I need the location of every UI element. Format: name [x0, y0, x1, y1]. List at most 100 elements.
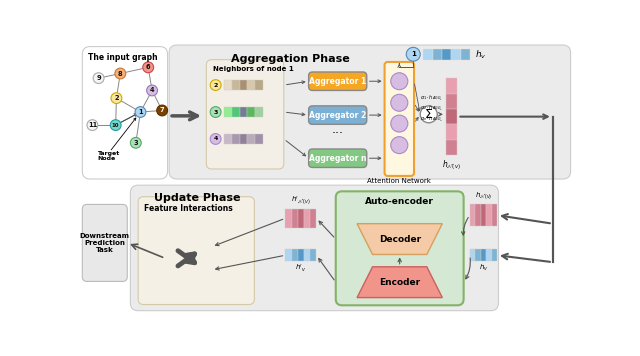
Bar	[298, 209, 304, 227]
Bar	[248, 107, 255, 117]
Bar	[433, 49, 442, 60]
Bar	[446, 78, 458, 94]
FancyBboxPatch shape	[308, 149, 367, 167]
Text: Feature Interactions: Feature Interactions	[145, 204, 233, 213]
Bar	[285, 209, 292, 227]
Text: $h_v$: $h_v$	[476, 48, 487, 61]
Text: $h'_{\mathcal{N}(v)}$: $h'_{\mathcal{N}(v)}$	[291, 194, 310, 206]
Bar	[232, 134, 239, 145]
Bar	[255, 134, 263, 145]
Bar	[239, 107, 248, 117]
Text: Aggregation Phase: Aggregation Phase	[231, 53, 350, 63]
Text: $h_v$: $h_v$	[479, 263, 488, 273]
Text: 7: 7	[160, 108, 164, 114]
Text: Aggregator n: Aggregator n	[309, 154, 367, 163]
Text: Aggregator 1: Aggregator 1	[309, 77, 366, 86]
Bar	[481, 204, 486, 226]
Bar	[292, 249, 298, 261]
Bar	[470, 249, 476, 261]
Text: 11: 11	[88, 122, 97, 128]
Circle shape	[157, 105, 168, 116]
Circle shape	[391, 94, 408, 111]
Circle shape	[143, 62, 154, 73]
Text: 8: 8	[118, 70, 123, 77]
Bar	[310, 249, 316, 261]
Bar	[239, 80, 248, 90]
Bar	[486, 204, 492, 226]
Text: 2: 2	[114, 95, 119, 101]
Bar	[476, 204, 481, 226]
Text: ...: ...	[332, 123, 344, 136]
FancyBboxPatch shape	[83, 47, 168, 179]
Bar	[310, 209, 316, 227]
FancyBboxPatch shape	[206, 60, 284, 169]
Text: 6: 6	[146, 64, 150, 70]
Text: 4: 4	[150, 88, 154, 94]
Polygon shape	[357, 267, 442, 298]
Bar	[446, 124, 458, 140]
Text: Auto-encoder: Auto-encoder	[365, 198, 434, 206]
Text: 9: 9	[96, 75, 101, 81]
Circle shape	[115, 68, 125, 79]
Bar	[492, 204, 497, 226]
Text: $\alpha_2 \cdot h_{AGG_2}$: $\alpha_2 \cdot h_{AGG_2}$	[420, 104, 444, 113]
Text: Aggregator 2: Aggregator 2	[309, 111, 366, 120]
Text: 1: 1	[138, 109, 143, 115]
Text: Downstream
Prediction
Task: Downstream Prediction Task	[80, 233, 130, 253]
FancyBboxPatch shape	[308, 106, 367, 124]
Text: Update Phase: Update Phase	[154, 193, 240, 203]
Circle shape	[391, 73, 408, 90]
Bar	[423, 49, 433, 60]
FancyBboxPatch shape	[131, 185, 499, 311]
Text: $h_{\mathcal{N}(v)}$: $h_{\mathcal{N}(v)}$	[475, 190, 492, 201]
FancyBboxPatch shape	[385, 62, 414, 176]
Circle shape	[391, 115, 408, 132]
FancyBboxPatch shape	[83, 204, 127, 282]
Bar	[442, 49, 451, 60]
Bar	[446, 109, 458, 124]
Text: 10: 10	[112, 122, 120, 127]
Circle shape	[391, 137, 408, 153]
Circle shape	[93, 73, 104, 84]
Circle shape	[147, 85, 157, 96]
Circle shape	[210, 134, 221, 145]
Bar	[481, 249, 486, 261]
Bar	[292, 209, 298, 227]
Bar	[486, 249, 492, 261]
Bar	[461, 49, 470, 60]
Bar	[285, 249, 292, 261]
FancyBboxPatch shape	[169, 45, 571, 179]
Text: Neighbors of node 1: Neighbors of node 1	[213, 66, 294, 72]
Polygon shape	[357, 224, 442, 255]
Text: Decoder: Decoder	[379, 235, 420, 244]
Text: The input graph: The input graph	[88, 53, 157, 62]
Bar	[239, 134, 248, 145]
Text: 1: 1	[411, 51, 416, 57]
Text: Σ: Σ	[425, 108, 433, 121]
Text: Encoder: Encoder	[379, 278, 420, 287]
Circle shape	[420, 106, 437, 123]
FancyBboxPatch shape	[308, 72, 367, 90]
FancyBboxPatch shape	[336, 191, 463, 305]
Text: 4: 4	[213, 136, 218, 141]
Bar	[304, 209, 310, 227]
Circle shape	[210, 80, 221, 90]
Text: $h'_v$: $h'_v$	[295, 263, 307, 274]
Text: 3: 3	[134, 140, 138, 146]
Bar	[248, 80, 255, 90]
Bar	[304, 249, 310, 261]
Bar	[446, 140, 458, 155]
Text: 2: 2	[213, 83, 218, 88]
Bar	[224, 107, 232, 117]
Circle shape	[135, 107, 146, 117]
Bar	[451, 49, 461, 60]
Bar	[446, 94, 458, 109]
Circle shape	[131, 137, 141, 148]
Circle shape	[87, 120, 98, 131]
Circle shape	[110, 120, 121, 131]
Text: $\alpha_n \cdot h_{AGG_n}$: $\alpha_n \cdot h_{AGG_n}$	[420, 114, 444, 124]
Text: Attention Network: Attention Network	[367, 178, 431, 184]
Bar	[232, 107, 239, 117]
Circle shape	[111, 93, 122, 104]
Bar	[248, 134, 255, 145]
